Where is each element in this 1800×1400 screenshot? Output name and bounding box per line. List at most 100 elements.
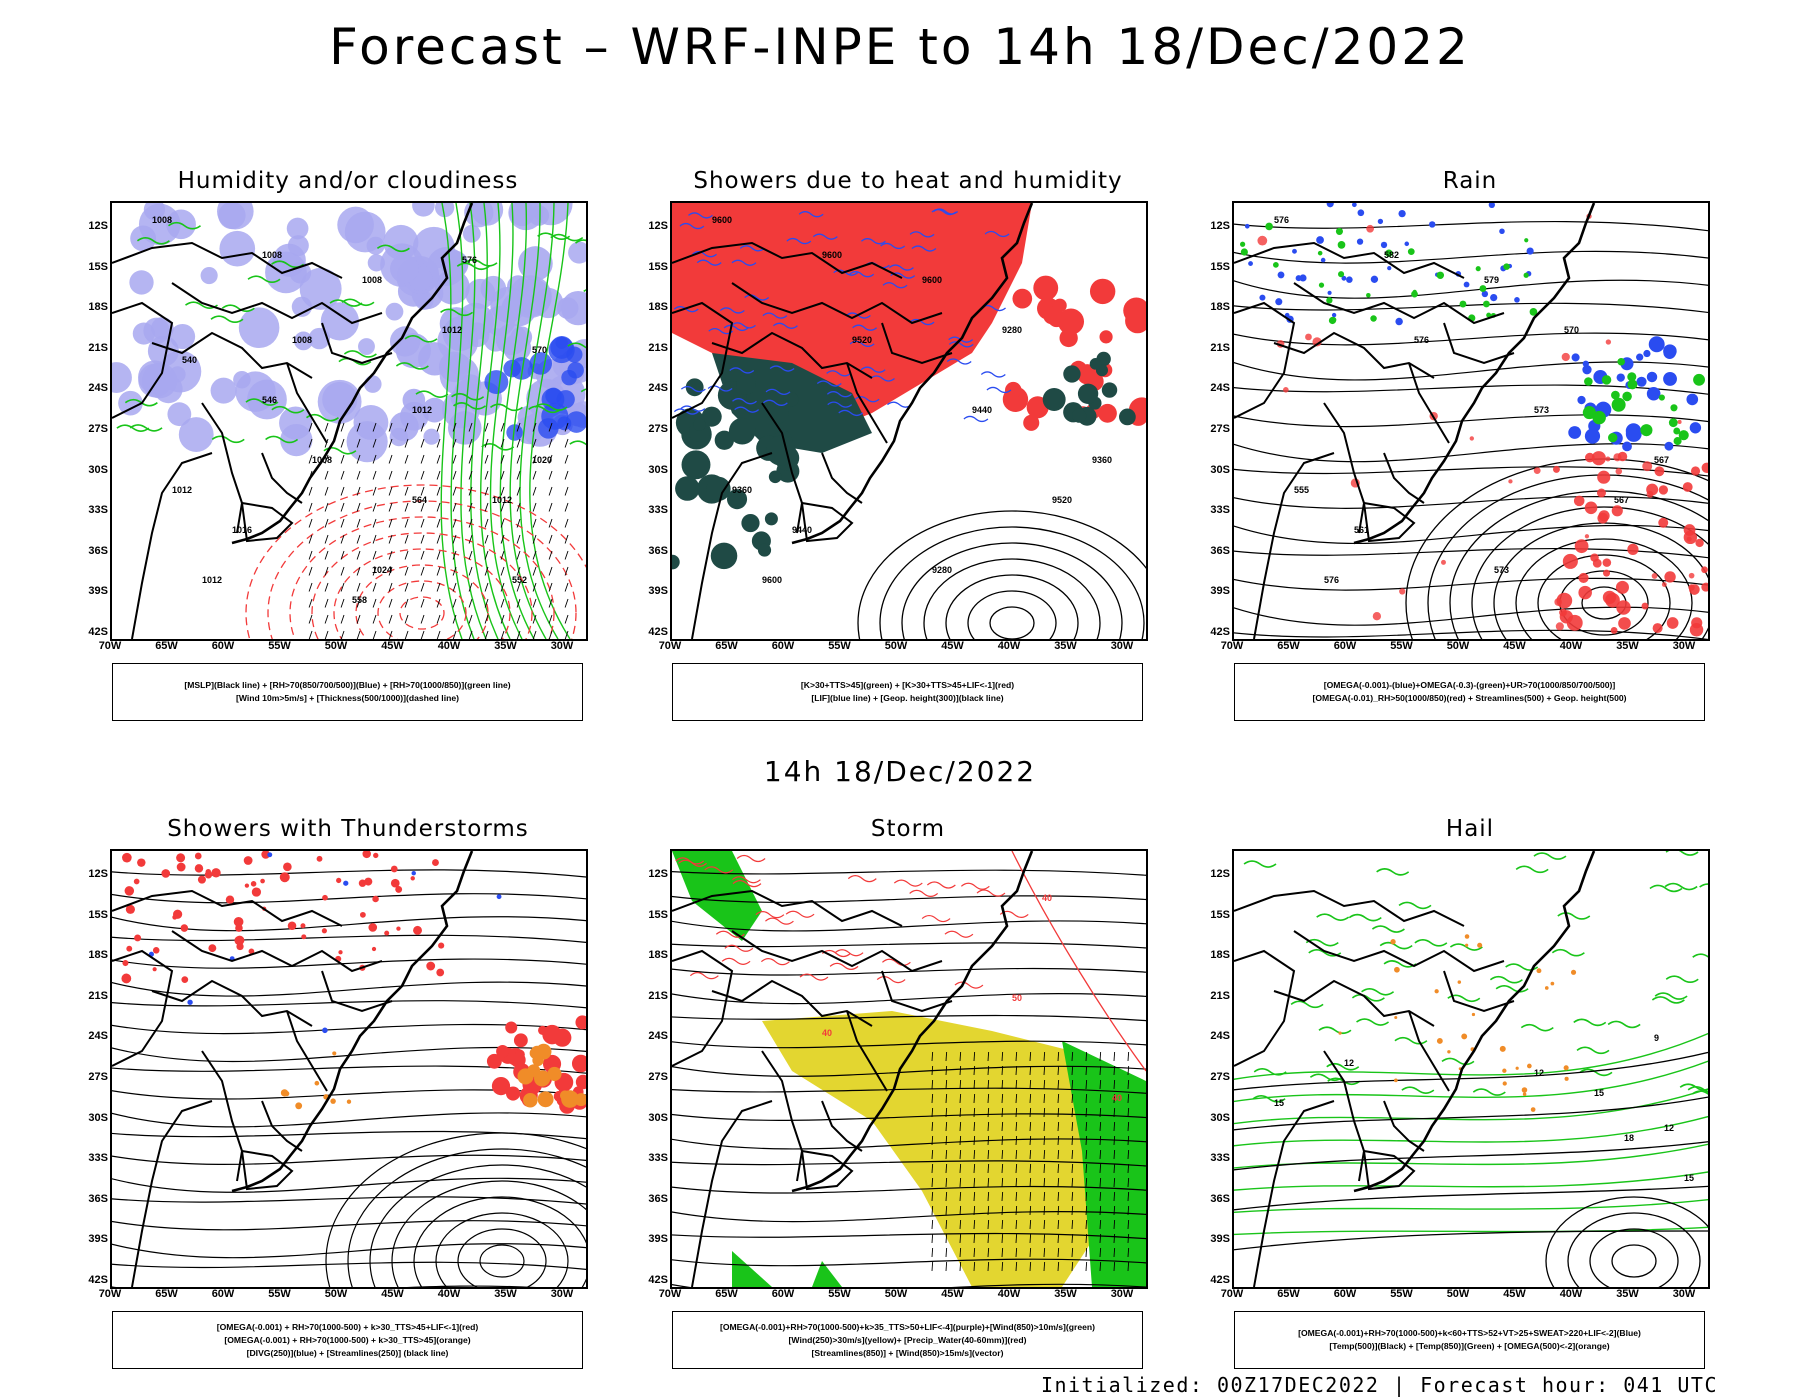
panel-thunderstorms: Showers with Thunderstorms 12S 15S 18S 21S 24… xyxy=(88,816,598,1396)
panel-rain: Rain 576 582 579 576 573 567 561 555 570 567 573 576… xyxy=(1210,168,1720,748)
panel-hail: Hail 12 12 15 15 18 15 12 9 12S 15S 18S 21S 24S 27S 30S… xyxy=(1210,816,1720,1396)
longitude-axis: 70W 65W 60W 55W 50W 45W 40W 35W 30W xyxy=(1220,1288,1720,1302)
lat-tick-label: 33S xyxy=(648,504,668,517)
lon-tick-label: 45W xyxy=(941,1288,964,1300)
lon-tick-label: 50W xyxy=(1446,1288,1470,1300)
contour-label: 564 xyxy=(412,495,427,505)
panel-title: Showers with Thunderstorms xyxy=(167,816,529,842)
lat-tick-label: 33S xyxy=(1210,1152,1230,1165)
contour-label: 50 xyxy=(1012,993,1022,1003)
lat-tick-label: 18S xyxy=(88,949,108,962)
lat-tick-label: 12S xyxy=(648,868,668,880)
lon-tick-label: 35W xyxy=(494,640,517,652)
contour-label: 576 xyxy=(1274,215,1289,225)
lon-tick-label: 55W xyxy=(1390,640,1413,652)
lon-tick-label: 70W xyxy=(98,640,122,652)
contour-label: 576 xyxy=(1324,575,1339,585)
panel-showers-heat: Showers due to heat and humidity 9600 9600… xyxy=(648,168,1158,748)
legend-box: [OMEGA(-0.001)+RH>70(1000-500)+k>35_TTS>… xyxy=(672,1311,1143,1369)
contour-label: 9280 xyxy=(1002,325,1022,335)
legend-line: [OMEGA(-0.001) + RH>70(1000-500) + k>30_… xyxy=(224,1334,471,1345)
lon-tick-label: 65W xyxy=(1277,1288,1300,1300)
contour-label: 1008 xyxy=(312,455,332,465)
lon-tick-label: 60W xyxy=(211,1288,235,1300)
map-thunderstorms[interactable] xyxy=(110,849,588,1289)
lat-tick-label: 36S xyxy=(1210,544,1230,557)
lat-tick-label: 36S xyxy=(648,544,668,557)
lat-tick-label: 39S xyxy=(648,585,668,598)
contour-label: 1008 xyxy=(362,275,382,285)
contour-label: 1016 xyxy=(232,525,252,535)
contour-label: 558 xyxy=(352,595,367,605)
lon-tick-label: 60W xyxy=(211,640,235,652)
legend-line: [OMEGA(-0.001)+RH>70(1000-500)+k<60+TTS>… xyxy=(1298,1328,1641,1338)
map-showers-heat[interactable]: 9600 9600 9600 9520 9440 9520 9440 9360 9280 9360… xyxy=(670,201,1148,641)
lon-tick-label: 65W xyxy=(155,1288,178,1300)
contour-label: 1012 xyxy=(412,405,432,415)
contour-label: 570 xyxy=(1564,325,1579,335)
lon-tick-label: 35W xyxy=(1054,1288,1077,1300)
map-rain[interactable]: 576 582 579 576 573 567 561 555 570 567 573 576 xyxy=(1232,201,1710,641)
contour-label: 18 xyxy=(1624,1133,1634,1143)
contour-label: 9600 xyxy=(762,575,782,585)
lon-tick-label: 35W xyxy=(1616,640,1639,652)
map-canvas: 12 12 15 15 18 15 12 9 xyxy=(1234,851,1708,1287)
lon-tick-label: 45W xyxy=(1503,1288,1526,1300)
map-canvas: 9600 9600 9600 9520 9440 9520 9440 9360 9280 9360… xyxy=(672,203,1146,639)
panel-title: Storm xyxy=(870,816,946,842)
map-storm[interactable]: 40 50 40 40 xyxy=(670,849,1148,1289)
lon-tick-label: 30W xyxy=(1110,1288,1134,1300)
lat-tick-label: 21S xyxy=(88,989,108,1002)
lat-tick-label: 30S xyxy=(1210,1111,1230,1124)
contour-label: 9600 xyxy=(922,275,942,285)
lon-tick-label: 35W xyxy=(1054,640,1077,652)
lon-tick-label: 45W xyxy=(381,640,404,652)
lat-tick-label: 15S xyxy=(648,260,668,273)
lon-tick-label: 55W xyxy=(268,640,291,652)
contour-label: 40 xyxy=(1112,1093,1122,1103)
lon-tick-label: 35W xyxy=(1616,1288,1639,1300)
contour-label: 573 xyxy=(1494,565,1509,575)
lon-tick-label: 50W xyxy=(884,1288,908,1300)
contour-label: 561 xyxy=(1354,525,1369,535)
contour-label: 552 xyxy=(512,575,527,585)
legend-line: [Streamlines(850)] + [Wind(850)>15m/s](v… xyxy=(811,1347,1004,1358)
legend-box: [MSLP](Black line) + [RH>70(850/700/500)… xyxy=(112,663,583,721)
panel-storm: Storm 40 50 40 40 12S 15S 18S 21S 24S 27S 30S 33S 36S… xyxy=(648,816,1158,1396)
contour-label: 1012 xyxy=(172,485,192,495)
lat-tick-label: 33S xyxy=(648,1152,668,1165)
lon-tick-label: 70W xyxy=(98,1288,122,1300)
latitude-axis: 12S 15S 18S 21S 24S 27S 30S 33S 36S 39S 42S xyxy=(628,201,668,641)
lat-tick-label: 21S xyxy=(88,341,108,354)
legend-line: [OMEGA(-0.001)+RH>70(1000-500)+k>35_TTS>… xyxy=(719,1321,1096,1332)
contour-label: 1012 xyxy=(492,495,512,505)
map-humidity[interactable]: 1008 1008 1008 1008 1012 1012 1016 1012 1012 1020… xyxy=(110,201,588,641)
lat-tick-label: 30S xyxy=(648,1111,668,1124)
map-canvas xyxy=(112,851,586,1287)
contour-label: 1020 xyxy=(532,455,552,465)
lat-tick-label: 27S xyxy=(648,1071,668,1083)
lon-tick-label: 40W xyxy=(437,1288,461,1300)
lat-tick-label: 36S xyxy=(88,544,108,557)
contour-label: 576 xyxy=(1414,335,1429,345)
lon-tick-label: 70W xyxy=(1220,1288,1244,1300)
contour-label: 570 xyxy=(532,345,547,355)
map-hail[interactable]: 12 12 15 15 18 15 12 9 xyxy=(1232,849,1710,1289)
contour-label: 15 xyxy=(1594,1088,1604,1098)
contour-label: 9 xyxy=(1654,1033,1659,1043)
lat-tick-label: 18S xyxy=(1210,301,1230,314)
lat-tick-label: 15S xyxy=(648,908,668,921)
contour-label: 540 xyxy=(182,355,197,365)
legend-box: [OMEGA(-0.001)-(blue)+OMEGA(-0.3)-(green… xyxy=(1234,663,1705,721)
lon-tick-label: 65W xyxy=(715,1288,738,1300)
contour-label: 546 xyxy=(262,395,277,405)
lat-tick-label: 42S xyxy=(1210,1274,1230,1286)
contour-label: 9600 xyxy=(712,215,732,225)
lat-tick-label: 42S xyxy=(1210,626,1230,638)
contour-label: 1024 xyxy=(372,565,392,575)
latitude-axis: 12S 15S 18S 21S 24S 27S 30S 33S 36S 39S 42S xyxy=(628,849,668,1289)
lon-tick-label: 30W xyxy=(550,1288,574,1300)
legend-line: [Wind(250)>30m/s](yellow)+ [Precip_Water… xyxy=(788,1334,1027,1345)
lon-tick-label: 50W xyxy=(324,1288,348,1300)
lat-tick-label: 21S xyxy=(648,341,668,354)
